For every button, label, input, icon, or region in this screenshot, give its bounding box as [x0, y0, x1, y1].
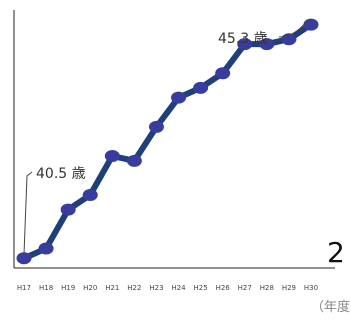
x-tick-label: H22: [127, 284, 141, 292]
x-tick-label: H26: [216, 284, 231, 292]
data-point: [237, 38, 253, 51]
x-tick-label: H20: [83, 284, 97, 292]
x-tick-label: H28: [260, 284, 274, 292]
data-point: [38, 242, 54, 255]
data-point: [126, 154, 142, 167]
x-tick-label: H23: [149, 284, 163, 292]
x-tick-label: H19: [61, 284, 75, 292]
annotation-last-leader: [278, 20, 308, 38]
data-point: [60, 203, 76, 216]
data-point: [259, 38, 275, 51]
x-tick-label: H27: [238, 284, 252, 292]
x-tick-label: H25: [194, 284, 208, 292]
x-tick-label: H18: [39, 284, 53, 292]
x-tick-label: H29: [282, 284, 296, 292]
data-point: [193, 81, 209, 94]
data-point: [171, 91, 187, 104]
annotation-last-label: 45.3 歳: [218, 31, 268, 47]
x-tick-label: H17: [17, 284, 31, 292]
data-point: [215, 67, 231, 80]
series-line: [21, 21, 314, 262]
x-tick-label: H24: [171, 284, 186, 292]
data-point: [104, 150, 120, 163]
x-tick-label: H21: [105, 284, 119, 292]
data-point: [16, 252, 32, 265]
data-point: [82, 188, 98, 201]
annotation-first: 40.5 歳: [23, 166, 86, 255]
annotation-first-leader: [23, 171, 33, 255]
unit-label: （年度: [311, 299, 350, 315]
data-point: [303, 18, 319, 31]
data-point: [148, 120, 164, 133]
page-number: 2: [327, 236, 345, 269]
x-tick-label: H30: [304, 284, 318, 292]
annotation-last: 45.3 歳: [218, 20, 308, 47]
annotation-first-label: 40.5 歳: [36, 166, 86, 182]
